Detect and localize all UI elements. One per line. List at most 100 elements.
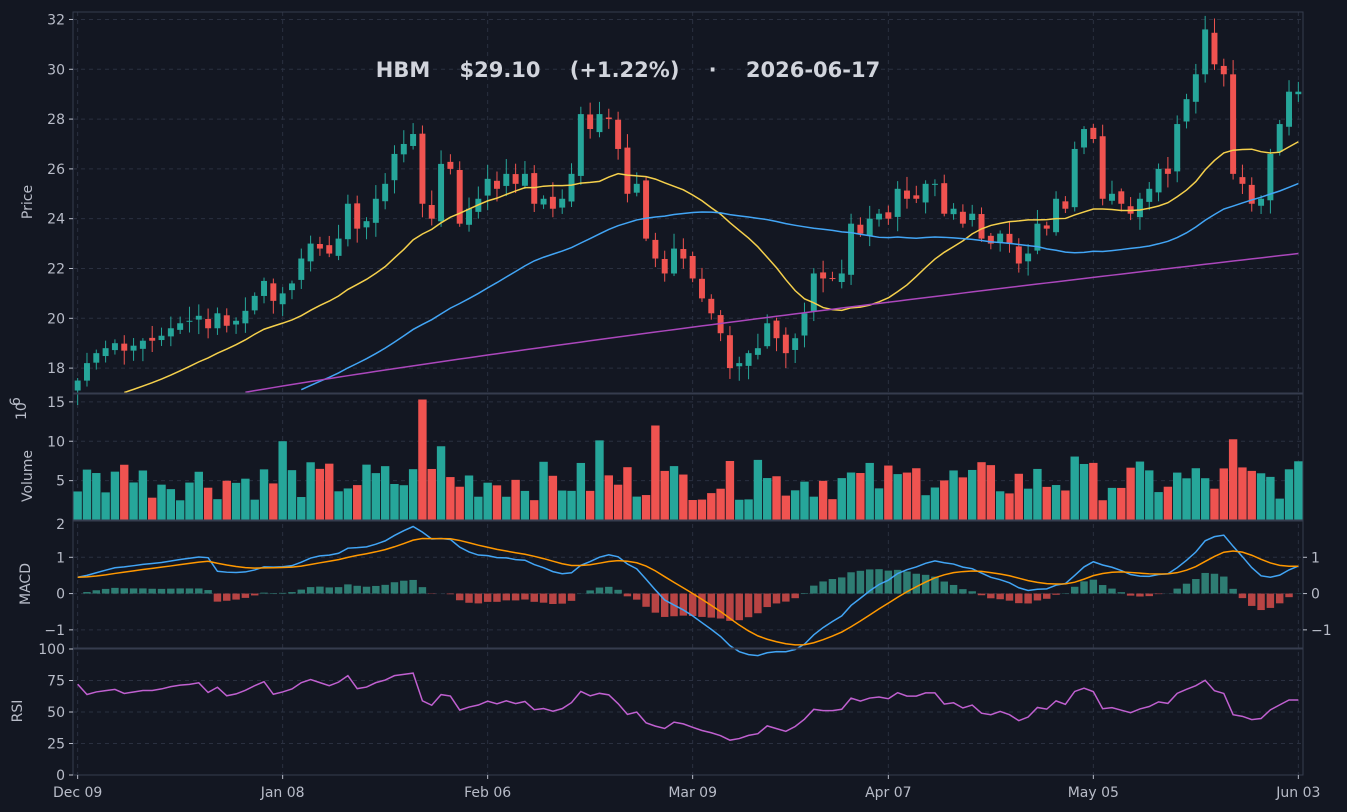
volume-bar — [697, 499, 707, 520]
volume-bar — [101, 492, 110, 520]
volume-bar — [874, 488, 884, 520]
macd-histogram-bar — [549, 593, 557, 604]
macd-histogram-bar — [1220, 576, 1228, 594]
macd-axis-label: MACD — [18, 563, 34, 605]
candle-body — [363, 221, 370, 228]
volume-bar — [539, 461, 548, 520]
macd-histogram-bar — [1275, 593, 1284, 604]
price-tick-label: 22 — [47, 261, 65, 277]
candle-body — [894, 188, 901, 217]
macd-histogram-bar — [185, 588, 194, 594]
volume-bar — [1117, 487, 1126, 520]
macd-histogram-bar — [1126, 593, 1135, 596]
macd-histogram-bar — [83, 592, 91, 594]
candle-body — [680, 249, 687, 259]
volume-bar — [92, 473, 101, 520]
candle-body — [307, 243, 314, 262]
volume-bar — [455, 486, 464, 520]
volume-bar — [846, 472, 856, 520]
candle-body — [652, 239, 659, 259]
macd-histogram-bar — [688, 593, 697, 617]
volume-bar — [1266, 476, 1275, 520]
candle-body — [1099, 136, 1106, 199]
volume-bar — [1173, 472, 1182, 520]
volume-bar — [930, 487, 940, 520]
candle-body — [372, 198, 379, 223]
macd-histogram-bar — [782, 593, 790, 602]
candle-body — [1006, 233, 1013, 244]
candle-body — [764, 323, 771, 347]
macd-histogram-bar — [334, 587, 343, 594]
candle-body — [959, 211, 966, 224]
candle-body — [1146, 188, 1153, 202]
candle-body — [158, 335, 165, 341]
candle-body — [1136, 198, 1143, 218]
candle-body — [493, 180, 500, 189]
macd-histogram-bar — [1108, 588, 1116, 594]
macd-histogram-bar — [1005, 593, 1014, 601]
volume-bar — [259, 469, 269, 520]
volume-bar — [213, 499, 222, 520]
macd-histogram-bar — [977, 593, 986, 596]
volume-bar — [138, 470, 148, 520]
candle-body — [1295, 91, 1302, 95]
candle-body — [74, 380, 81, 391]
candle-body — [876, 213, 883, 220]
volume-bar — [325, 463, 334, 520]
candle-body — [1015, 246, 1022, 264]
volume-bar — [203, 487, 213, 520]
candle-body — [848, 223, 855, 275]
macd-histogram-bar — [129, 588, 138, 594]
candle-body — [1192, 74, 1199, 102]
macd-histogram-bar — [297, 589, 306, 594]
volume-bar — [502, 496, 511, 520]
volume-bar — [1238, 467, 1247, 520]
volume-bar — [148, 497, 157, 520]
candle-body — [1053, 198, 1060, 233]
volume-bar — [408, 469, 418, 520]
candle-body — [568, 173, 575, 202]
volume-bar — [669, 466, 679, 520]
volume-bar — [353, 485, 362, 520]
volume-bar — [157, 484, 166, 520]
volume-bar — [837, 478, 846, 520]
candle-body — [754, 348, 761, 355]
volume-bar — [120, 464, 129, 520]
volume-tick-label: 5 — [56, 474, 65, 490]
candle-body — [438, 163, 445, 222]
candle-body — [829, 278, 836, 280]
volume-bar — [623, 467, 632, 520]
candle-body — [298, 258, 305, 280]
macd-histogram-bar — [558, 593, 566, 604]
volume-bar — [856, 473, 865, 520]
candle-body — [1025, 253, 1032, 262]
volume-bar — [968, 469, 977, 520]
volume-bar — [1107, 487, 1117, 520]
chart-title: HBM $29.10 (+1.22%) · 2026-06-17 — [376, 58, 880, 82]
macd-histogram-bar — [92, 590, 101, 594]
candle-body — [456, 169, 463, 224]
macd-histogram-bar — [1285, 593, 1293, 598]
macd-histogram-bar — [148, 588, 156, 594]
candle-body — [447, 161, 454, 169]
candle-body — [596, 114, 603, 133]
candle-body — [251, 295, 258, 311]
candle-body — [195, 315, 202, 320]
candle-body — [792, 338, 799, 350]
macd-histogram-bar — [819, 581, 827, 594]
volume-bar — [800, 481, 809, 520]
macd-histogram-bar — [838, 577, 846, 594]
volume-bar — [986, 465, 996, 520]
x-tick-label: Feb 06 — [464, 785, 511, 801]
candle-body — [633, 183, 640, 193]
volume-bar — [958, 477, 968, 520]
volume-panel-frame — [72, 393, 1304, 521]
x-tick-label: Jan 08 — [260, 785, 305, 801]
macd-histogram-bar — [539, 593, 548, 603]
candle-body — [1118, 191, 1125, 204]
candle-body — [885, 212, 892, 219]
macd-histogram-bar — [223, 593, 231, 601]
candle-body — [857, 224, 864, 234]
macd-histogram-bar — [754, 593, 762, 614]
